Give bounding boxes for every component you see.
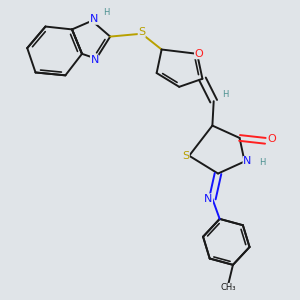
Text: S: S bbox=[182, 151, 189, 161]
Text: N: N bbox=[243, 157, 251, 166]
Text: H: H bbox=[103, 8, 109, 17]
Text: N: N bbox=[89, 14, 98, 24]
Text: N: N bbox=[90, 55, 99, 65]
Text: O: O bbox=[267, 134, 276, 144]
Text: H: H bbox=[259, 158, 265, 167]
Text: S: S bbox=[138, 27, 145, 37]
Text: N: N bbox=[204, 194, 213, 204]
Text: O: O bbox=[194, 49, 203, 59]
Text: H: H bbox=[222, 89, 229, 98]
Text: CH₃: CH₃ bbox=[220, 283, 236, 292]
